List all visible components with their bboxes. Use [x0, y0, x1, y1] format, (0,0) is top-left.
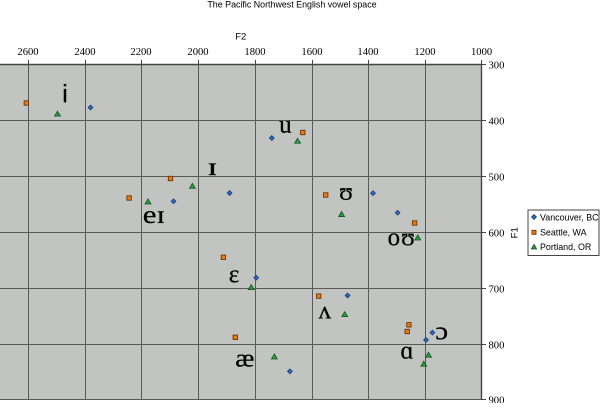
svg-text:1600: 1600	[301, 47, 322, 58]
svg-text:2200: 2200	[130, 47, 151, 58]
svg-text:The Pacific Northwest English: The Pacific Northwest English vowel spac…	[207, 0, 376, 10]
svg-text:2000: 2000	[187, 47, 208, 58]
svg-text:900: 900	[489, 396, 505, 403]
svg-text:2400: 2400	[74, 47, 95, 58]
svg-text:F1: F1	[509, 227, 520, 238]
svg-text:500: 500	[489, 173, 505, 184]
svg-text:800: 800	[489, 341, 505, 352]
svg-text:400: 400	[489, 117, 505, 128]
svg-text:1200: 1200	[414, 47, 435, 58]
svg-text:700: 700	[489, 285, 505, 296]
svg-text:1800: 1800	[244, 47, 265, 58]
svg-text:Seattle, WA: Seattle, WA	[540, 228, 587, 238]
svg-text:2600: 2600	[17, 47, 38, 58]
svg-text:Portland, OR: Portland, OR	[540, 242, 591, 252]
svg-text:1400: 1400	[357, 47, 378, 58]
svg-text:Vancouver, BC: Vancouver, BC	[540, 212, 599, 222]
svg-text:1000: 1000	[471, 47, 492, 58]
svg-text:600: 600	[489, 229, 505, 240]
svg-text:F2: F2	[235, 32, 246, 43]
svg-text:300: 300	[489, 61, 505, 72]
